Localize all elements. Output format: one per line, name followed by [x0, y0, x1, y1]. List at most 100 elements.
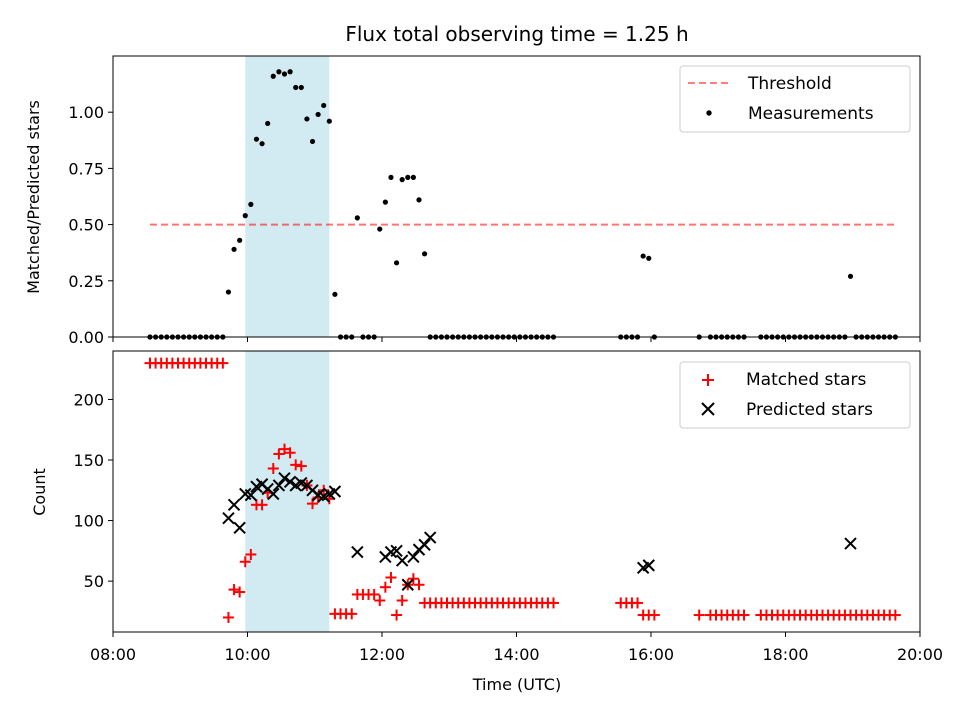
top-y-axis-label: Matched/Predicted stars	[24, 100, 43, 294]
matched-star-point-47	[407, 573, 419, 585]
measurement-point-17	[242, 213, 248, 219]
measurement-point-23	[276, 69, 282, 75]
predicted-star-point-23	[390, 544, 403, 558]
matched-star-point-48	[413, 579, 425, 591]
measurement-point-31	[321, 102, 327, 109]
bot-y-tick-label-3: 200	[73, 390, 104, 409]
measurement-point-25	[287, 69, 293, 75]
measurement-point-49	[421, 251, 428, 257]
matched-star-point-20	[256, 499, 268, 511]
x-axis-label: Time (UTC)	[472, 675, 561, 694]
measurement-point-18	[248, 201, 254, 207]
predicted-star-point-19	[328, 485, 342, 498]
measurement-point-19	[253, 136, 260, 142]
measurement-point-26	[293, 84, 299, 91]
measurement-point-78	[646, 255, 652, 261]
measurement-point-43	[388, 174, 394, 180]
measurement-point-16	[237, 237, 243, 243]
matched-star-point-16	[234, 586, 246, 598]
bot-y-tick-label-0: 50	[84, 572, 104, 591]
top-y-tick-label-0: 0.00	[68, 328, 104, 347]
top-highlight-span	[245, 56, 330, 337]
predicted-star-point-1	[227, 498, 241, 512]
matched-star-point-27	[295, 460, 307, 472]
bot-y-tick-label-1: 100	[73, 512, 104, 531]
measurement-point-21	[265, 120, 271, 127]
measurement-point-41	[377, 226, 383, 232]
measurement-point-32	[326, 118, 332, 124]
bot-x-tick-label-2: 12:00	[359, 645, 405, 664]
matched-star-point-43	[385, 571, 397, 583]
bottom-x-ticks: 08:00 10:00 12:00 14:00 16:00 18:00 20:00	[90, 632, 943, 664]
legend-matched-swatch	[702, 374, 714, 386]
measurement-point-14	[225, 289, 232, 295]
measurement-point-29	[309, 138, 316, 145]
matched-star-point-42	[379, 581, 391, 593]
measurement-point-30	[315, 111, 321, 118]
legend-predicted-swatch	[701, 402, 715, 416]
top-x-ticks	[112, 337, 921, 342]
measurement-point-48	[416, 197, 422, 203]
matched-star-point-23	[273, 448, 285, 460]
top-y-ticks: 0.00 0.25 0.50 0.75 1.00	[68, 103, 113, 347]
bottom-y-axis-label: Count	[30, 468, 49, 516]
predicted-star-point-29	[423, 531, 437, 544]
predicted-star-point-8	[267, 487, 280, 501]
chart-title: Flux total observing time = 1.25 h	[345, 22, 688, 46]
predicted-star-point-9	[272, 479, 286, 492]
bot-x-tick-label-5: 18:00	[762, 645, 808, 664]
measurement-point-22	[270, 73, 276, 79]
predicted-star-point-10	[278, 471, 291, 485]
predicted-star-point-24	[395, 554, 409, 567]
measurement-point-15	[231, 246, 237, 252]
measurement-point-42	[382, 199, 388, 205]
predicted-star-point-32	[844, 537, 857, 550]
matched-stars-points	[144, 357, 901, 623]
predicted-stars-points	[222, 471, 857, 591]
matched-star-point-25	[284, 447, 296, 459]
legend-threshold-label: Threshold	[747, 74, 832, 94]
bot-y-tick-label-2: 150	[73, 451, 104, 470]
measurement-point-46	[405, 174, 411, 180]
top-panel: 0.00 0.25 0.50 0.75 1.00 Matched/Predicted s…	[24, 55, 921, 347]
measurement-point-33	[332, 291, 338, 297]
measurement-point-37	[354, 215, 360, 221]
matched-star-point-41	[374, 595, 386, 607]
measurement-point-44	[393, 260, 400, 266]
predicted-star-point-26	[407, 550, 420, 564]
legend-predicted-label: Predicted stars	[746, 400, 873, 420]
bot-x-tick-label-1: 10:00	[224, 645, 270, 664]
matched-star-point-15	[228, 584, 240, 596]
predicted-star-point-25	[401, 578, 414, 591]
bot-x-tick-label-3: 14:00	[493, 645, 539, 664]
predicted-star-point-11	[283, 475, 297, 489]
top-y-tick-label-2: 0.50	[68, 216, 104, 235]
top-y-tick-label-1: 0.25	[68, 272, 104, 291]
bottom-highlight-span	[245, 351, 330, 632]
matched-star-point-13	[217, 357, 229, 369]
bottom-panel: 50 100 150 200 08:00 10:00 12:00 14:00 16:00 18:…	[30, 350, 943, 694]
measurement-point-104	[847, 273, 854, 279]
legend-measurements-label: Measurements	[748, 104, 874, 124]
matched-star-point-22	[267, 462, 279, 474]
bottom-legend-box	[679, 361, 911, 429]
bot-x-tick-label-4: 16:00	[628, 645, 674, 664]
matched-star-point-79	[648, 609, 660, 621]
matched-star-point-17	[239, 556, 251, 568]
top-y-tick-label-3: 0.75	[68, 159, 104, 178]
matched-star-point-26	[290, 459, 302, 471]
top-legend-box	[679, 65, 911, 133]
predicted-star-point-4	[244, 488, 258, 502]
matched-star-point-18	[245, 548, 257, 560]
legend-matched-label: Matched stars	[746, 370, 866, 390]
legend-measurements-swatch	[706, 110, 712, 116]
predicted-star-point-31	[642, 559, 655, 572]
predicted-star-point-28	[418, 538, 431, 552]
bot-x-tick-label-6: 20:00	[897, 645, 943, 664]
top-y-tick-label-4: 1.00	[68, 103, 104, 122]
matched-star-point-24	[278, 443, 290, 455]
matched-star-point-87	[738, 609, 750, 621]
measurement-point-77	[640, 253, 646, 259]
bot-x-tick-label-0: 08:00	[90, 645, 136, 664]
